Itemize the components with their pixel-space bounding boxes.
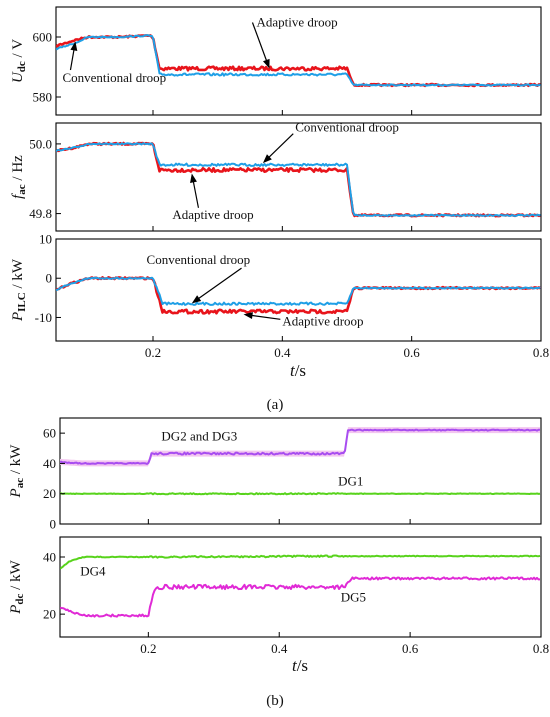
fac-y-ticks: 49.8 50.0 xyxy=(29,136,61,221)
pdc-traces xyxy=(60,554,541,618)
pdc-series-dg4 xyxy=(60,554,541,570)
udc-annotation-label: Conventional droop xyxy=(62,70,166,85)
udc-annotation-arrowhead xyxy=(263,58,270,69)
pdc-x-tick-label: 0.2 xyxy=(140,641,156,656)
pac-x-ticks xyxy=(147,519,542,524)
pac-series-dg1 xyxy=(60,492,541,496)
pdc-annotations: DG4 DG5 xyxy=(80,564,366,605)
pilc-annotation-arrowhead xyxy=(243,312,253,319)
fac-annotations: Conventional droop Adaptive droop xyxy=(172,120,399,222)
pilc-y-tick-label: -10 xyxy=(35,310,52,325)
pilc-annotation-label: Adaptive droop xyxy=(282,313,363,328)
udc-y-ticks: 580 600 xyxy=(33,30,61,105)
pac-y-tick-label: 40 xyxy=(43,456,56,471)
pilc-plot-area xyxy=(55,238,542,342)
caption-a: (a) xyxy=(267,397,284,413)
pac-y-tick-label: 0 xyxy=(50,517,57,532)
pilc-x-tick-label: 0.8 xyxy=(533,345,549,360)
dg23-band xyxy=(60,427,540,467)
pdc-x-ticks: 0.2 0.4 0.6 0.8 xyxy=(140,632,549,656)
pilc-y-axis-label: PILC / kW xyxy=(10,258,28,322)
pac-annotation-label: DG1 xyxy=(338,473,363,488)
pac-y-ticks: 0 20 40 60 xyxy=(43,426,65,532)
pdc-x-tick-label: 0.8 xyxy=(533,641,549,656)
panel-a-x-axis-label: t/s xyxy=(290,361,306,380)
udc-x-ticks xyxy=(152,110,542,115)
pilc-y-tick-label: 0 xyxy=(46,271,53,286)
pdc-series-dg5 xyxy=(60,576,540,618)
pilc-traces xyxy=(56,276,541,315)
panel-pilc: -10 0 10 0.2 0.4 0.6 0.8 Conventional droop Ad… xyxy=(10,232,549,381)
fac-annotation-arrow xyxy=(265,133,294,161)
pilc-annotation-arrowhead xyxy=(191,295,202,304)
fac-y-tick-label: 50.0 xyxy=(29,136,52,151)
pilc-annotation-arrow xyxy=(194,267,242,302)
fac-traces xyxy=(56,141,541,218)
udc-y-tick-label: 580 xyxy=(33,90,53,105)
pac-traces xyxy=(60,427,541,496)
panel-b-x-axis-label: t/s xyxy=(292,656,308,675)
udc-traces xyxy=(56,34,541,88)
pac-y-axis-label: Pac / kW xyxy=(8,444,26,499)
pilc-x-tick-label: 0.2 xyxy=(145,345,161,360)
udc-series-conventional-droop xyxy=(56,34,541,87)
pdc-y-tick-label: 20 xyxy=(43,607,56,622)
pac-plot-area xyxy=(59,417,542,525)
fac-annotation-arrowhead xyxy=(262,154,272,164)
pdc-x-tick-label: 0.4 xyxy=(271,641,288,656)
pilc-y-ticks: -10 0 10 xyxy=(35,232,61,325)
pdc-y-tick-label: 40 xyxy=(43,550,56,565)
pac-y-tick-label: 60 xyxy=(43,426,56,441)
udc-plot-area xyxy=(55,6,542,116)
pilc-series-conventional-droop xyxy=(56,276,541,306)
pilc-x-tick-label: 0.4 xyxy=(274,345,291,360)
pilc-annotations: Conventional droop Adaptive droop xyxy=(147,252,364,328)
pilc-x-tick-label: 0.6 xyxy=(404,345,421,360)
fac-y-axis-label: fac / Hz xyxy=(10,155,28,199)
udc-y-axis-label: Udc / V xyxy=(10,39,28,83)
fac-annotation-arrow xyxy=(191,177,200,208)
pdc-y-axis-label: Pdc / kW xyxy=(8,559,26,614)
pac-series-dg2-and-dg3 xyxy=(60,428,541,465)
fac-annotation-label: Adaptive droop xyxy=(172,207,253,222)
udc-annotations: Adaptive droop Conventional droop xyxy=(62,15,337,86)
pac-annotations: DG2 and DG3 DG1 xyxy=(161,429,363,489)
udc-y-tick-label: 600 xyxy=(33,30,53,45)
panel-pac: 0 20 40 60 DG2 and DG3 DG1 Pac / kW xyxy=(8,417,542,532)
fac-x-ticks xyxy=(152,226,542,231)
udc-annotation-arrowhead xyxy=(70,41,78,51)
fac-series-conventional-droop xyxy=(56,142,541,217)
pdc-annotation-label: DG4 xyxy=(80,564,106,579)
pilc-annotation-label: Conventional droop xyxy=(147,252,251,267)
panel-fac: 49.8 50.0 Conventional droop Adaptive droo… xyxy=(10,120,542,232)
pilc-y-tick-label: 10 xyxy=(39,232,52,247)
fac-annotation-arrowhead xyxy=(190,173,197,184)
fac-y-tick-label: 49.8 xyxy=(29,206,52,221)
fac-annotation-label: Conventional droop xyxy=(295,120,399,135)
fac-plot-area xyxy=(55,122,542,232)
pac-y-tick-label: 20 xyxy=(43,486,56,501)
caption-b: (b) xyxy=(266,693,284,709)
pilc-annotation-arrow xyxy=(247,314,281,320)
udc-annotation-label: Adaptive droop xyxy=(256,15,337,30)
pdc-x-tick-label: 0.6 xyxy=(402,641,419,656)
pilc-x-ticks: 0.2 0.4 0.6 0.8 xyxy=(145,336,549,360)
udc-annotation-arrow xyxy=(251,22,269,65)
pac-annotation-label: DG2 and DG3 xyxy=(161,429,237,444)
pdc-annotation-label: DG5 xyxy=(341,589,366,604)
